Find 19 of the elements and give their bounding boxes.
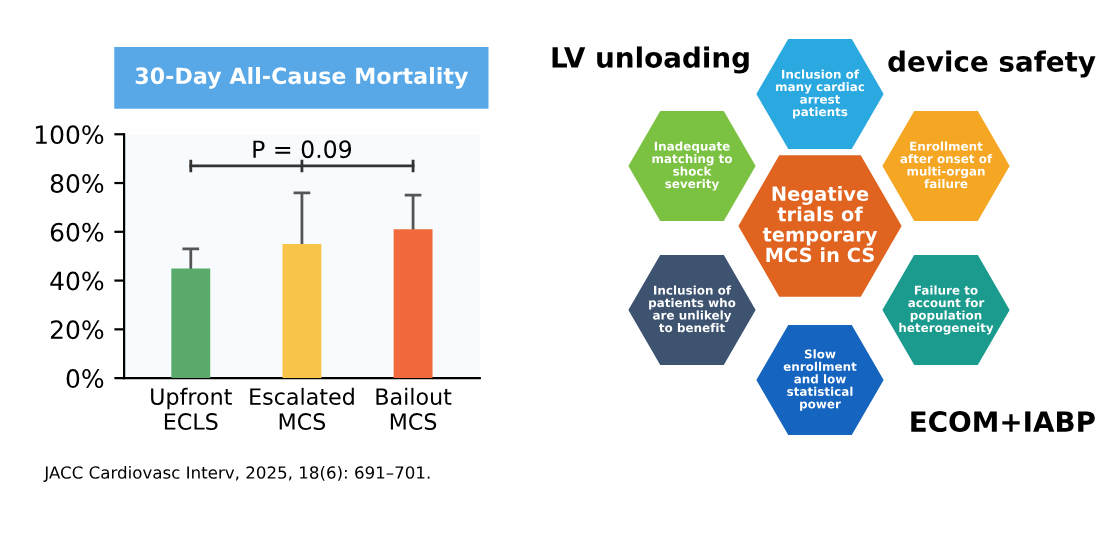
x-tick-label: Upfront ECLS xyxy=(151,387,232,430)
y-tick-label: 100% xyxy=(35,125,104,145)
x-tick-label: Escalated MCS xyxy=(250,387,354,430)
chart-title: 30-Day All-Cause Mortality xyxy=(135,66,469,89)
bar xyxy=(393,229,433,379)
bar xyxy=(171,268,211,379)
text: ECOM+IABP xyxy=(911,411,1095,433)
text: JACC Cardiovasc Interv, 2025, 18(6): 691–701. xyxy=(43,465,430,482)
text: device safety xyxy=(888,50,1096,78)
bar xyxy=(282,244,322,379)
y-tick-label: 0% xyxy=(66,369,104,388)
y-tick-label: 80% xyxy=(50,173,104,193)
x-tick-label: Bailout MCS xyxy=(376,387,452,430)
text: LV unloading xyxy=(552,46,749,74)
annotation: P = 0.09 xyxy=(253,140,352,159)
y-tick-label: 20% xyxy=(50,320,104,340)
category-label: Negative trials of temporary MCS in CS xyxy=(762,185,878,263)
y-tick-label: 40% xyxy=(50,271,104,291)
y-tick-label: 60% xyxy=(50,222,104,242)
